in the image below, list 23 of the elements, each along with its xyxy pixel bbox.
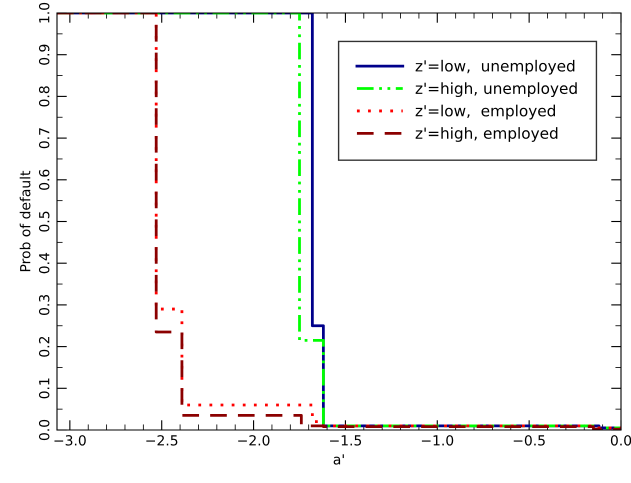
- y-tick-label: 0.6: [38, 170, 50, 190]
- legend-label: z'=low, unemployed: [416, 60, 574, 75]
- y-tick-label: 0.4: [38, 252, 50, 274]
- x-tick-label: −1.0: [422, 435, 454, 446]
- x-tick-label: −2.5: [146, 435, 178, 446]
- y-tick-label: 1.0: [38, 2, 50, 23]
- y-tick-label: 0.1: [38, 378, 50, 398]
- x-tick-label: −2.0: [238, 435, 270, 446]
- legend-label: z'=low, employed: [416, 104, 555, 120]
- legend-label: z'=high, employed: [416, 127, 558, 142]
- x-tick-label: −3.0: [54, 435, 86, 446]
- y-tick-label: 0.7: [38, 128, 50, 148]
- y-tick-label: 0.3: [38, 294, 50, 316]
- x-tick-label: 0.0: [610, 435, 631, 446]
- x-tick-label: −0.5: [514, 435, 545, 446]
- y-tick-label: 0.9: [38, 44, 50, 65]
- x-tick-label: −1.5: [330, 435, 362, 446]
- y-tick-label: 0.2: [38, 336, 50, 357]
- legend-label: z'=high, unemployed: [416, 82, 577, 98]
- y-tick-label: 0.8: [38, 86, 50, 107]
- x-axis-title: a': [334, 454, 344, 465]
- y-axis-title: Prob of default: [20, 170, 30, 272]
- y-tick-label: 0.5: [38, 212, 50, 232]
